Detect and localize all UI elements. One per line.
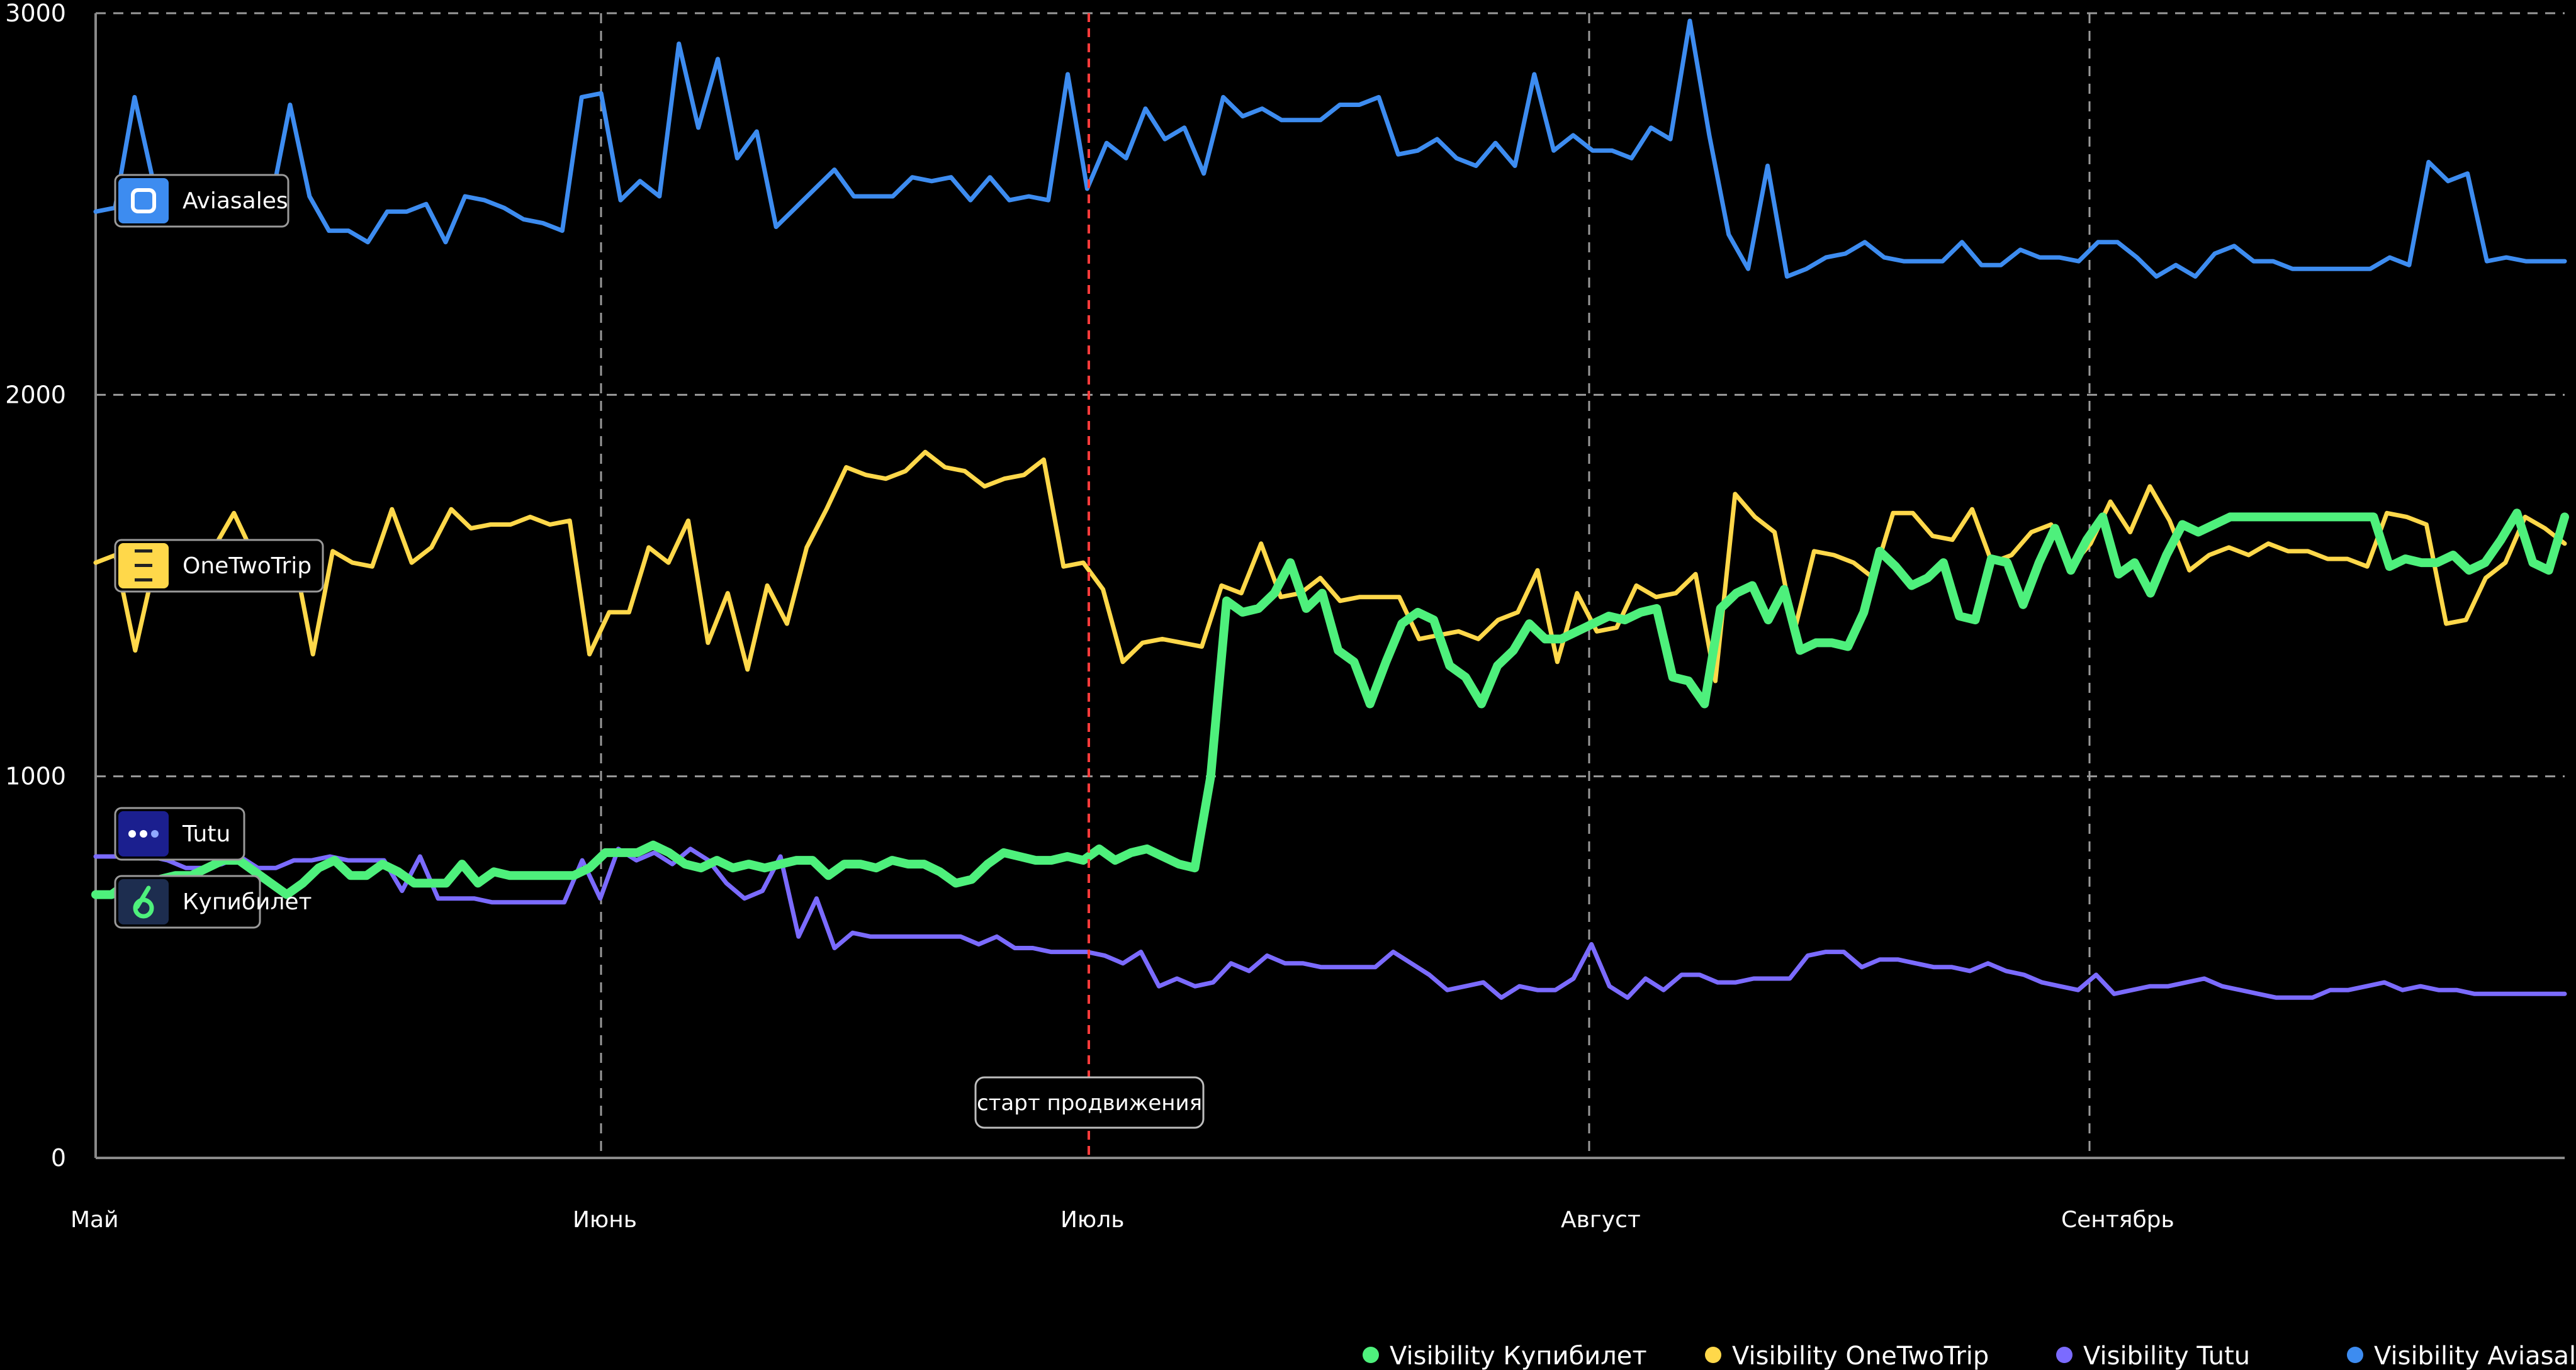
- x-tick-label: Июль: [1060, 1207, 1124, 1233]
- annotation-box: [974, 1076, 1205, 1129]
- brand-label-text: Aviasales: [183, 188, 288, 214]
- annotation-layer: старт продвижения: [974, 13, 1205, 1158]
- tutu-logo-glyph: [151, 830, 159, 838]
- legend-dot: [1705, 1347, 1721, 1363]
- legend-label: Visibility Aviasales: [2374, 1342, 2576, 1370]
- legend-dot: [2056, 1347, 2073, 1363]
- x-tick-label: Июнь: [573, 1207, 637, 1233]
- tutu-logo-glyph: [140, 830, 147, 838]
- legend-label: Visibility Купибилет: [1390, 1342, 1647, 1370]
- onetwotrip-logo-glyph: [135, 549, 152, 553]
- brand-label-Tutu: Tutu: [114, 807, 245, 861]
- legend-dot: [1363, 1347, 1379, 1363]
- x-tick-label: Сентябрь: [2061, 1207, 2174, 1233]
- legend: Visibility Купибилет Visibility OneTwoTri…: [1363, 1342, 2576, 1370]
- brand-label-text: Купибилет: [183, 889, 312, 915]
- brand-label-text: OneTwoTrip: [183, 553, 312, 579]
- legend-dot: [2347, 1347, 2363, 1363]
- series-layer: [91, 18, 2569, 1000]
- aviasales-logo-icon: [118, 178, 169, 223]
- onetwotrip-logo-glyph: [135, 578, 152, 581]
- y-tick-label: 2000: [5, 381, 66, 408]
- aviasales-logo-glyph: [131, 188, 156, 213]
- legend-label: Visibility OneTwoTrip: [1732, 1342, 1989, 1370]
- brand-label-Купибилет: Купибилет: [114, 875, 312, 929]
- tutu-logo-glyph: [128, 830, 136, 838]
- x-tick-label: Май: [70, 1207, 119, 1233]
- brand-label-OneTwoTrip: OneTwoTrip: [114, 539, 324, 593]
- y-tick-label: 3000: [5, 0, 66, 27]
- legend-item: Visibility Купибилет: [1363, 1342, 1647, 1370]
- legend-item: Visibility Aviasales: [2347, 1342, 2576, 1370]
- series-line-Купибилет: [91, 508, 2569, 899]
- brand-label-Aviasales: Aviasales: [114, 174, 290, 228]
- annotation-label: старт продвижения: [977, 1091, 1202, 1116]
- y-tick-label: 1000: [5, 763, 66, 790]
- x-tick-label: Август: [1561, 1207, 1641, 1233]
- y-tick-label: 0: [51, 1144, 66, 1172]
- legend-item: Visibility OneTwoTrip: [1705, 1342, 1989, 1370]
- legend-label: Visibility Tutu: [2083, 1342, 2250, 1370]
- series-line-Tutu: [93, 846, 2567, 1000]
- onetwotrip-logo-glyph: [135, 564, 152, 567]
- series-line-OneTwoTrip: [93, 449, 2567, 683]
- brand-label-text: Tutu: [182, 821, 230, 847]
- grid-layer: [96, 12, 2565, 1158]
- legend-item: Visibility Tutu: [2056, 1342, 2250, 1370]
- kupibilet-logo-glyph: [135, 885, 151, 909]
- brand-labels-layer: Aviasales OneTwoTrip Tutu Купибилет: [114, 174, 324, 929]
- axis-layer: 0 1000 2000 3000 Май Июнь Июль Август Сентябрь: [5, 0, 2565, 1233]
- series-line-Aviasales: [93, 18, 2567, 279]
